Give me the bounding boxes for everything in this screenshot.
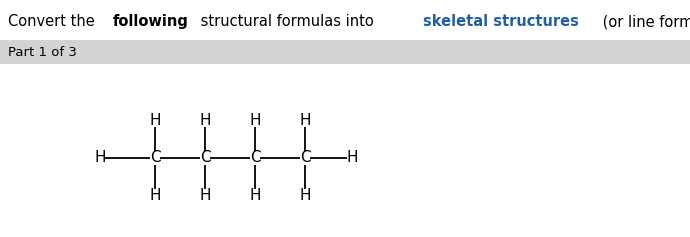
Text: H: H (346, 150, 357, 165)
Text: H: H (249, 113, 261, 128)
Text: C: C (299, 150, 310, 165)
Text: H: H (199, 188, 210, 204)
Text: following: following (113, 14, 189, 29)
Text: Part 1 of 3: Part 1 of 3 (8, 46, 77, 59)
Text: structural formulas into: structural formulas into (196, 14, 378, 29)
Text: H: H (199, 113, 210, 128)
Text: C: C (250, 150, 260, 165)
Text: C: C (150, 150, 160, 165)
Text: skeletal structures: skeletal structures (423, 14, 579, 29)
Text: H: H (149, 113, 161, 128)
Text: H: H (249, 188, 261, 204)
Text: H: H (299, 113, 310, 128)
Text: H: H (95, 150, 106, 165)
Text: H: H (149, 188, 161, 204)
Text: H: H (299, 188, 310, 204)
Text: C: C (199, 150, 210, 165)
Bar (0, 40, 690, 64)
Text: (or line formulas).: (or line formulas). (598, 14, 690, 29)
Text: Convert the: Convert the (8, 14, 99, 29)
